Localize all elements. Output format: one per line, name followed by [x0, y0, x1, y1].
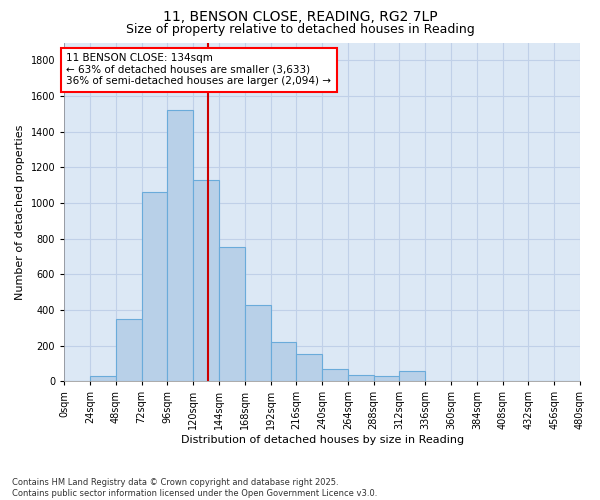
Bar — [348, 375, 374, 381]
Bar — [322, 368, 348, 381]
Bar — [400, 372, 425, 381]
Y-axis label: Number of detached properties: Number of detached properties — [15, 124, 25, 300]
Bar — [167, 110, 193, 381]
Bar — [193, 180, 219, 381]
Text: Contains HM Land Registry data © Crown copyright and database right 2025.
Contai: Contains HM Land Registry data © Crown c… — [12, 478, 377, 498]
Text: 11, BENSON CLOSE, READING, RG2 7LP: 11, BENSON CLOSE, READING, RG2 7LP — [163, 10, 437, 24]
Bar — [271, 342, 296, 381]
Bar — [374, 376, 400, 381]
Bar — [219, 248, 245, 381]
Bar — [90, 376, 116, 381]
Bar — [245, 306, 271, 381]
Bar — [142, 192, 167, 381]
Text: Size of property relative to detached houses in Reading: Size of property relative to detached ho… — [125, 22, 475, 36]
X-axis label: Distribution of detached houses by size in Reading: Distribution of detached houses by size … — [181, 435, 464, 445]
Bar — [116, 319, 142, 381]
Text: 11 BENSON CLOSE: 134sqm
← 63% of detached houses are smaller (3,633)
36% of semi: 11 BENSON CLOSE: 134sqm ← 63% of detache… — [67, 53, 331, 86]
Bar — [296, 354, 322, 381]
